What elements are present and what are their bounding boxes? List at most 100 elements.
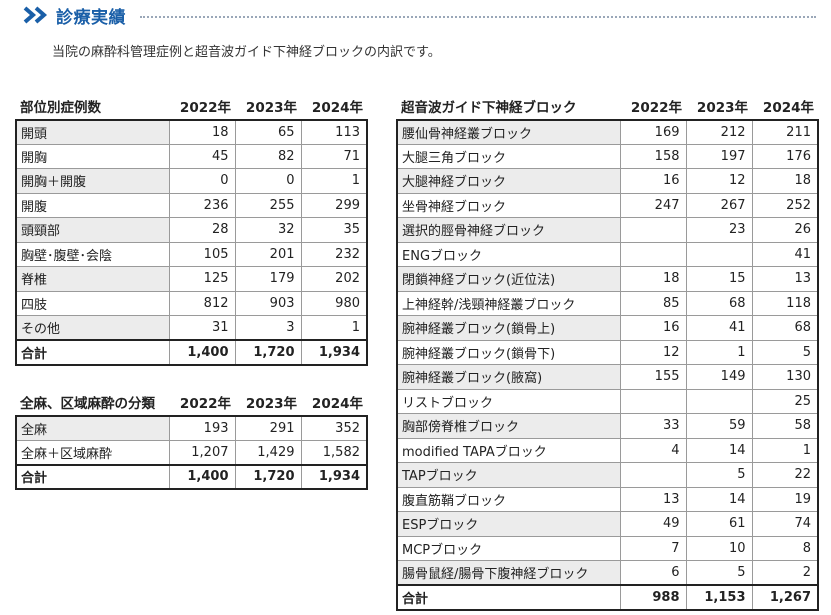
count-cell	[685, 241, 753, 267]
row-label: 坐骨神経ブロック	[396, 192, 621, 218]
count-cell: 59	[685, 413, 753, 439]
count-cell: 32	[234, 217, 302, 243]
site-table-title: 部位別症例数	[20, 99, 101, 116]
row-label: 大腿神経ブロック	[396, 168, 621, 194]
table-row: 腹直筋鞘ブロック 13 14 19	[396, 486, 819, 512]
table-row: 腸骨鼠経/腸骨下腹神経ブロック 6 5 2	[396, 560, 819, 586]
table-row: 開腹 236 255 299	[15, 192, 368, 218]
count-cell	[685, 388, 753, 414]
count-cell: 12	[685, 168, 753, 194]
count-cell: 68	[751, 315, 819, 341]
total-cell: 988	[619, 584, 687, 610]
count-cell: 71	[300, 143, 368, 169]
row-label: 脊椎	[15, 266, 170, 292]
row-label: 開胸	[15, 143, 170, 169]
count-cell: 812	[168, 290, 236, 316]
count-cell: 49	[619, 511, 687, 537]
count-cell	[619, 388, 687, 414]
count-cell: 0	[234, 168, 302, 194]
table-row: 胸部傍脊椎ブロック 33 59 58	[396, 413, 819, 439]
count-cell: 105	[168, 241, 236, 267]
row-label: 全麻	[15, 415, 170, 441]
total-cell: 1,720	[234, 463, 302, 490]
row-label: 胸壁･腹壁･会陰	[15, 241, 170, 267]
row-label: リストブロック	[396, 388, 621, 414]
row-label: その他	[15, 315, 170, 341]
count-cell	[619, 217, 687, 243]
total-label: 合計	[396, 584, 621, 610]
count-cell: 13	[751, 266, 819, 292]
table-row: 選択的脛骨神経ブロック 23 26	[396, 217, 819, 243]
count-cell: 1	[751, 437, 819, 463]
double-chevron-right-icon	[23, 6, 48, 24]
count-cell: 211	[751, 119, 819, 145]
row-label: TAPブロック	[396, 462, 621, 488]
table-row: 胸壁･腹壁･会陰 105 201 232	[15, 241, 368, 267]
table-row: 四肢 812 903 980	[15, 290, 368, 316]
count-cell: 74	[751, 511, 819, 537]
count-cell: 65	[234, 119, 302, 145]
anesthesia-table-title: 全麻、区域麻酔の分類	[20, 395, 155, 412]
row-label: 閉鎖神経ブロック(近位法)	[396, 266, 621, 292]
count-cell: 5	[685, 462, 753, 488]
table-row: MCPブロック 7 10 8	[396, 535, 819, 561]
count-cell: 2	[751, 560, 819, 586]
count-cell: 5	[751, 339, 819, 365]
year-header: 2023年	[245, 395, 297, 412]
count-cell: 68	[685, 290, 753, 316]
table-row: 全麻 193 291 352	[15, 415, 368, 441]
year-header: 2022年	[179, 99, 231, 116]
table-row: 開頭 18 65 113	[15, 119, 368, 145]
count-cell: 252	[751, 192, 819, 218]
row-label: 上神経幹/浅頸神経叢ブロック	[396, 290, 621, 316]
count-cell: 149	[685, 364, 753, 390]
count-cell: 61	[685, 511, 753, 537]
row-label: 全麻＋区域麻酔	[15, 439, 170, 465]
count-cell: 14	[685, 486, 753, 512]
row-label: 腕神経叢ブロック(鎖骨上)	[396, 315, 621, 341]
row-label: 腕神経叢ブロック(腋窩)	[396, 364, 621, 390]
table-row: 開胸 45 82 71	[15, 143, 368, 169]
year-header: 2024年	[762, 99, 814, 116]
table-row: 坐骨神経ブロック 247 267 252	[396, 192, 819, 218]
count-cell: 0	[168, 168, 236, 194]
count-cell: 130	[751, 364, 819, 390]
count-cell: 1,582	[300, 439, 368, 465]
row-label: 腕神経叢ブロック(鎖骨下)	[396, 339, 621, 365]
table-row: 大腿神経ブロック 16 12 18	[396, 168, 819, 194]
total-label: 合計	[15, 339, 170, 365]
total-row: 合計 1,400 1,720 1,934	[15, 339, 368, 365]
table-row: 上神経幹/浅頸神経叢ブロック 85 68 118	[396, 290, 819, 316]
count-cell: 18	[619, 266, 687, 292]
count-cell: 155	[619, 364, 687, 390]
year-header: 2024年	[311, 99, 363, 116]
count-cell	[619, 241, 687, 267]
count-cell: 903	[234, 290, 302, 316]
intro-text: 当院の麻酔科管理症例と超音波ガイド下神経ブロックの内訳です。	[52, 45, 441, 60]
count-cell: 1	[300, 168, 368, 194]
table-row: 全麻＋区域麻酔 1,207 1,429 1,582	[15, 439, 368, 465]
year-header: 2022年	[630, 99, 682, 116]
count-cell: 45	[168, 143, 236, 169]
count-cell: 16	[619, 168, 687, 194]
total-label: 合計	[15, 463, 170, 490]
count-cell: 22	[751, 462, 819, 488]
count-cell: 19	[751, 486, 819, 512]
nerve-block-table: 超音波ガイド下神経ブロック 2022年 2023年 2024年 腰仙骨神経叢ブロ…	[396, 95, 819, 611]
count-cell: 33	[619, 413, 687, 439]
row-label: 腸骨鼠経/腸骨下腹神経ブロック	[396, 560, 621, 586]
count-cell: 18	[168, 119, 236, 145]
anesthesia-type-table: 全麻、区域麻酔の分類 2022年 2023年 2024年 全麻 193 291 352…	[15, 391, 368, 490]
count-cell: 169	[619, 119, 687, 145]
total-cell: 1,720	[234, 339, 302, 365]
row-label: 頭頸部	[15, 217, 170, 243]
total-cell: 1,153	[685, 584, 753, 610]
total-cell: 1,934	[300, 339, 368, 365]
count-cell: 5	[685, 560, 753, 586]
count-cell: 201	[234, 241, 302, 267]
row-label: 四肢	[15, 290, 170, 316]
count-cell: 236	[168, 192, 236, 218]
row-label: 開頭	[15, 119, 170, 145]
row-label: 胸部傍脊椎ブロック	[396, 413, 621, 439]
count-cell: 255	[234, 192, 302, 218]
